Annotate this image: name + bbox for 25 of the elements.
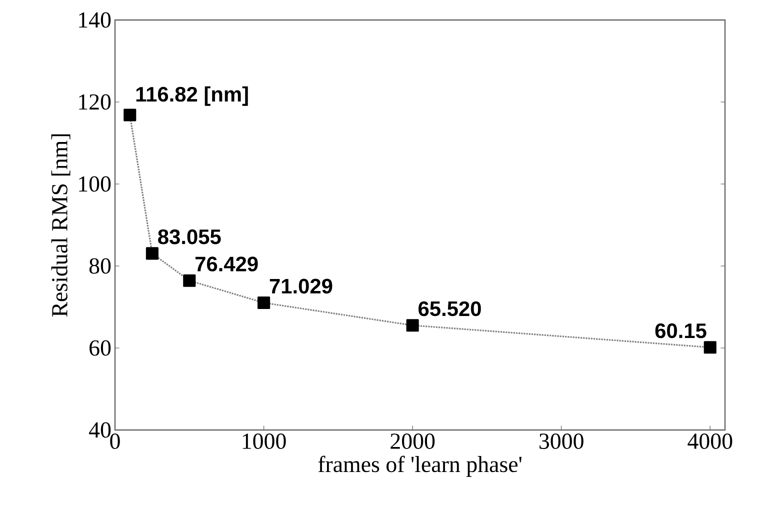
y-tick-label: 140	[79, 12, 111, 28]
data-label: 83.055	[158, 229, 221, 244]
y-tick-label: 60	[90, 340, 111, 356]
y-axis-title: Residual RMS [nm]	[51, 134, 70, 317]
x-tick-label: 0	[110, 433, 120, 449]
y-tick-label: 100	[79, 176, 111, 192]
data-label: 60.15	[655, 323, 706, 338]
point	[146, 247, 158, 260]
data-label: 76.429	[196, 256, 258, 272]
point	[258, 296, 270, 310]
y-tick-label: 80	[89, 258, 111, 274]
x-tick-label: 3000	[540, 433, 584, 449]
data-label: 65.520	[418, 301, 481, 316]
y-tick-label: 120	[79, 94, 111, 110]
y-tick-label: 40	[89, 422, 111, 438]
x-tick-label: 4000	[688, 433, 732, 449]
x-tick-label: 1000	[242, 433, 286, 449]
point	[183, 274, 196, 287]
point	[704, 341, 716, 354]
point	[406, 319, 419, 332]
x-tick-label: 2000	[390, 433, 435, 449]
point	[124, 108, 136, 122]
data-label: 116.82 [nm]	[136, 86, 248, 106]
data-label: 71.029	[270, 278, 332, 294]
x-axis-title: frames of 'learn phase'	[318, 456, 522, 477]
